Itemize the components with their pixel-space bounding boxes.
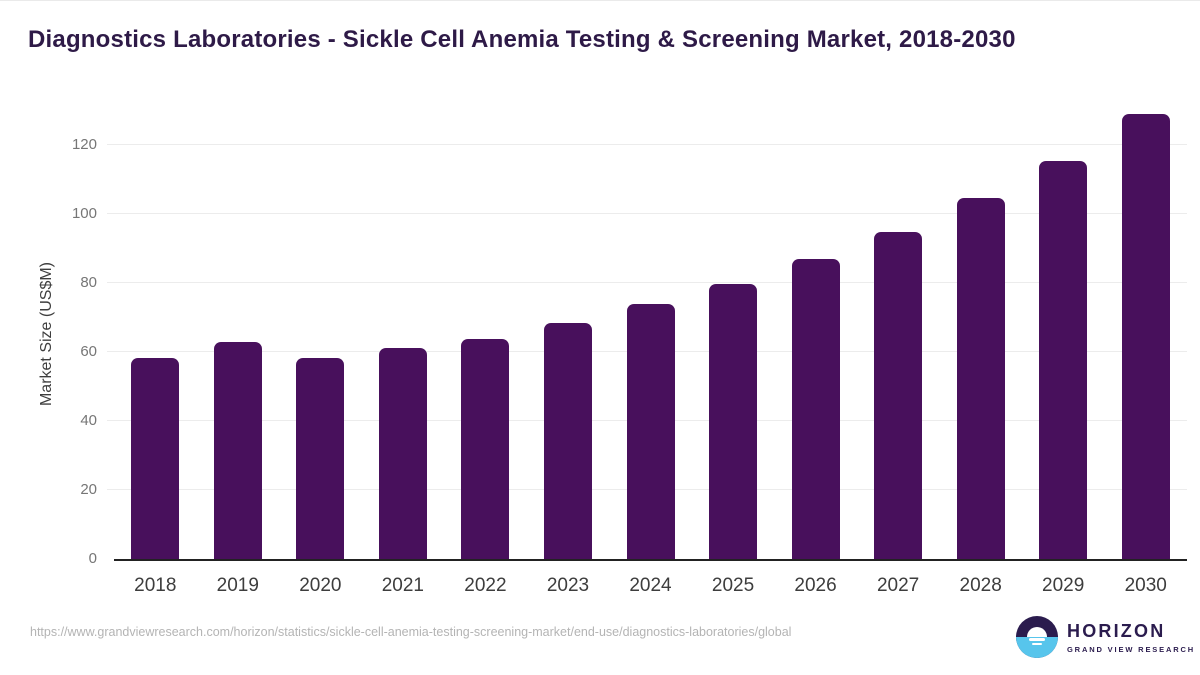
- logo-sea-shape: [1016, 637, 1058, 658]
- bar-2028[interactable]: [956, 198, 1005, 559]
- gridline-100: [107, 213, 1187, 214]
- bar-2022[interactable]: [461, 339, 510, 559]
- x-tick-label-2027: 2027: [876, 575, 920, 596]
- source-url: https://www.grandviewresearch.com/horizo…: [30, 625, 792, 639]
- chart-title: Diagnostics Laboratories - Sickle Cell A…: [28, 26, 1016, 53]
- logo-brand: HORIZON: [1067, 620, 1166, 641]
- y-tick-label-100: 100: [71, 205, 97, 222]
- gridline-80: [107, 282, 1187, 283]
- bar-2024[interactable]: [626, 304, 675, 559]
- x-tick-label-2029: 2029: [1042, 575, 1085, 596]
- gridline-120: [107, 144, 1187, 145]
- y-tick-label-80: 80: [80, 274, 97, 291]
- bar-2019[interactable]: [213, 342, 262, 559]
- logo-tagline: GRAND VIEW RESEARCH: [1067, 644, 1196, 654]
- bar-2020[interactable]: [296, 358, 345, 559]
- bar-chart-plot: 2018 2019 2020 2021 2022 2023 2024 2025 2026 2027…: [107, 110, 1187, 596]
- bar-2025[interactable]: [709, 284, 758, 559]
- x-tick-label-2020: 2020: [299, 575, 342, 596]
- horizon-sun-icon: [1016, 616, 1058, 658]
- horizon-logo[interactable]: HORIZON GRAND VIEW RESEARCH: [1016, 616, 1195, 658]
- bar-2029[interactable]: [1039, 160, 1088, 559]
- y-tick-label-120: 120: [71, 136, 97, 153]
- logo-reflection-line: [1029, 638, 1045, 641]
- bar-2026[interactable]: [791, 259, 840, 559]
- x-tick-label-2019: 2019: [216, 575, 259, 596]
- x-tick-label-2023: 2023: [546, 575, 590, 596]
- y-tick-label-20: 20: [80, 481, 97, 498]
- y-tick-label-0: 0: [88, 550, 97, 567]
- logo-text: HORIZON GRAND VIEW RESEARCH: [1067, 621, 1195, 654]
- bar-2023[interactable]: [543, 323, 592, 559]
- x-tick-label-2025: 2025: [711, 575, 755, 596]
- x-tick-label-2018: 2018: [134, 575, 177, 596]
- x-tick-label-2021: 2021: [381, 575, 425, 596]
- bar-2021[interactable]: [378, 348, 427, 559]
- y-tick-label-40: 40: [80, 412, 97, 429]
- x-tick-label-2024: 2024: [629, 575, 672, 596]
- y-tick-label-60: 60: [80, 343, 97, 360]
- bar-2018[interactable]: [131, 357, 180, 559]
- bar-2030[interactable]: [1121, 114, 1170, 559]
- x-tick-label-2028: 2028: [959, 575, 1002, 596]
- x-tick-label-2030: 2030: [1124, 575, 1167, 596]
- x-tick-label-2022: 2022: [464, 575, 507, 596]
- logo-reflection-line: [1032, 643, 1042, 645]
- bar-2027[interactable]: [874, 231, 923, 559]
- x-tick-label-2026: 2026: [794, 575, 837, 596]
